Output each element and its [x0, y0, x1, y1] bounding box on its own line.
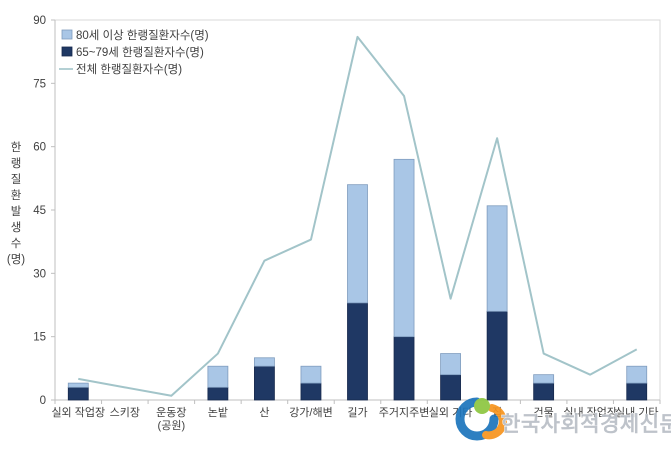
bar-segment-65-79	[67, 386, 89, 401]
y-tick-label: 45	[33, 205, 46, 217]
x-axis-label: 논밭	[208, 406, 228, 419]
x-axis-label: 주거지주변	[379, 406, 430, 419]
bar-segment-80plus	[393, 158, 415, 338]
x-axis-label: 스키장	[110, 406, 140, 419]
y-axis-title-char: 발	[11, 205, 22, 218]
bar-segment-65-79	[440, 374, 461, 401]
x-axis-label-line: 실내 기타	[615, 406, 659, 419]
bar-segment-65-79	[626, 382, 648, 401]
x-axis-label-line: 주거지주변	[379, 406, 430, 419]
legend-swatch-65-79	[61, 46, 73, 57]
bar-segment-65-79	[486, 310, 508, 401]
bar-segment-65-79	[254, 365, 275, 401]
legend: 80세 이상 한랭질환자수(명) 65~79세 한랭질환자수(명) 전체 한랭질환자…	[59, 29, 209, 76]
bar-segment-65-79	[347, 302, 368, 401]
y-tick-label: 75	[33, 78, 46, 90]
y-tick-label: 90	[33, 15, 46, 27]
x-axis-label: 운동장 (공원)	[156, 406, 186, 432]
x-axis-label-line: 산	[259, 406, 269, 419]
y-axis-title-char: 생	[11, 221, 22, 234]
y-tick-label: 30	[33, 268, 46, 280]
watermark-logo-blue-arc-icon	[455, 397, 499, 441]
legend-label: 65~79세 한랭질환자수(명)	[76, 46, 204, 59]
bar-segment-80plus	[626, 365, 648, 384]
x-axis-label-line: 운동장	[156, 406, 186, 419]
bar-segment-65-79	[393, 336, 415, 401]
bar-segment-80plus	[254, 357, 275, 367]
watermark-logo-green-dot-icon	[474, 398, 490, 414]
legend-swatch-80plus	[61, 29, 73, 40]
y-axis-title-char: 한	[11, 141, 22, 154]
total-line	[78, 35, 638, 397]
bar-segment-65-79	[207, 386, 229, 401]
y-axis-title-char: 환	[11, 189, 22, 202]
x-axis-label-line: 논밭	[208, 406, 228, 419]
x-axis-label-line: (공원)	[158, 419, 186, 432]
x-axis-label-line: 실외 작업장	[51, 406, 105, 419]
legend-label: 80세 이상 한랭질환자수(명)	[76, 29, 209, 42]
legend-label: 전체 한랭질환자수(명)	[76, 63, 182, 76]
x-axis-label-line: 실내 작업장	[563, 406, 617, 419]
y-tick-label: 0	[40, 395, 46, 407]
y-axis-title-char: 수	[11, 237, 22, 250]
y-axis-title-char: (명)	[7, 253, 25, 266]
bar-segment-65-79	[533, 382, 555, 401]
x-axis-label-line: 길가	[347, 406, 367, 419]
x-axis-label: 실내 작업장	[563, 406, 617, 419]
y-tick-label: 15	[33, 332, 46, 344]
watermark-logo-orange-arc-icon	[482, 404, 507, 440]
watermark: 한국사회적경제신문	[455, 397, 671, 441]
x-axis-label-line: 스키장	[110, 406, 140, 419]
bar-segment-80plus	[67, 382, 89, 388]
y-axis-title: 한 랭 질 환 발 생 수 (명)	[7, 141, 25, 266]
x-axis-label: 건물	[534, 406, 554, 419]
watermark-text: 한국사회적경제신문	[501, 413, 671, 436]
x-axis-label: 강가/해변	[289, 405, 333, 419]
y-axis-title-char: 랭	[11, 157, 22, 170]
bar-segment-80plus	[486, 205, 508, 312]
bar-segment-80plus	[533, 374, 555, 384]
x-axis-label: 실외 작업장	[51, 406, 105, 419]
bar-segment-65-79	[300, 382, 322, 401]
y-tick-label: 60	[33, 142, 46, 154]
x-axis-label-line: 강가/해변	[289, 405, 333, 419]
bar-segment-80plus	[347, 184, 368, 304]
x-axis-label: 길가	[347, 406, 367, 419]
x-axis-label: 실내 기타	[615, 406, 659, 419]
bar-segment-80plus	[440, 353, 461, 376]
y-axis-title-char: 질	[11, 173, 22, 186]
x-axis-label: 산	[259, 406, 269, 419]
bar-segment-80plus	[207, 365, 229, 388]
x-axis-label-line: 건물	[534, 406, 554, 419]
bar-segment-80plus	[300, 365, 322, 384]
